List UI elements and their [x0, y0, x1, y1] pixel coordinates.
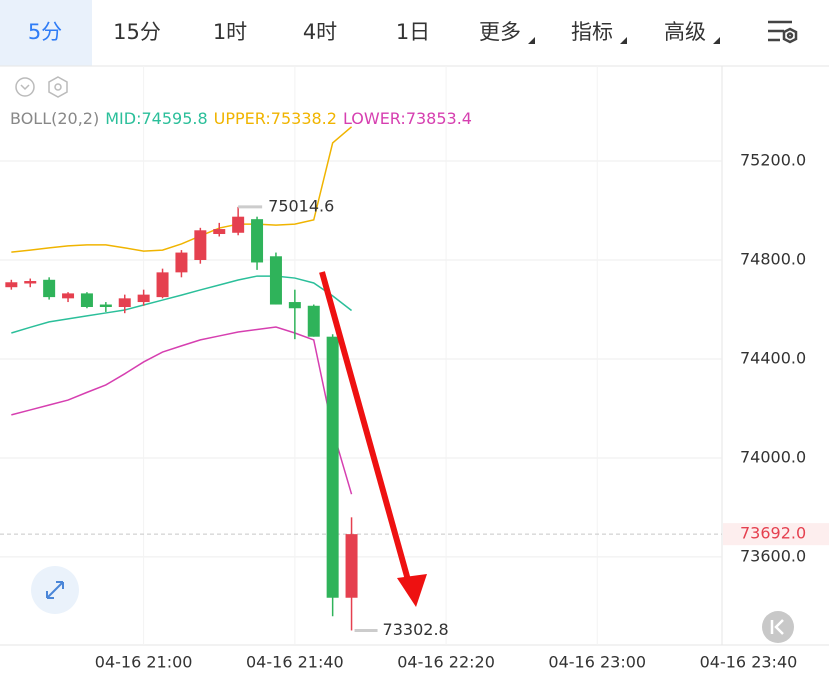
tab[interactable]: 5分	[28, 20, 62, 44]
tab[interactable]: 1时	[213, 20, 247, 44]
x-tick-label: 04-16 22:20	[397, 653, 495, 672]
candle-body	[326, 336, 339, 598]
y-tick-label: 74400.0	[740, 348, 806, 367]
settings-icon[interactable]	[768, 20, 798, 44]
x-tick-label: 04-16 23:00	[548, 653, 646, 672]
candle-body	[62, 293, 75, 299]
candle-body	[175, 252, 188, 273]
tab[interactable]: 4时	[303, 20, 337, 44]
tab[interactable]: 更多	[479, 20, 521, 44]
candle-body	[99, 304, 112, 308]
fullscreen-icon	[46, 581, 64, 599]
tab[interactable]: 15分	[113, 20, 161, 44]
y-tick-label: 74000.0	[740, 447, 806, 466]
tab[interactable]: 指标	[571, 20, 613, 44]
x-tick-label: 04-16 23:40	[700, 653, 798, 672]
indicator-name: BOLL(20,2)	[10, 109, 100, 128]
indicator-settings-dot	[54, 83, 62, 91]
tab[interactable]: 高级	[664, 20, 706, 44]
candle-body	[43, 279, 56, 298]
tab[interactable]: 1日	[396, 20, 430, 44]
x-tick-label: 04-16 21:00	[95, 653, 193, 672]
candle-body	[251, 219, 264, 263]
legend-entry: MID:74595.8	[105, 109, 208, 128]
y-tick-label: 75200.0	[740, 151, 806, 170]
plot: 73600.0 74000.0 74400.0 74800.0 75200.0 04-16…	[0, 66, 829, 672]
candle-body	[156, 272, 169, 298]
toolbar-bg	[0, 0, 829, 66]
candle-body	[80, 293, 93, 308]
candle-body	[5, 282, 18, 288]
candle-body	[232, 216, 245, 233]
indicator-settings-icon[interactable]	[48, 76, 68, 98]
indicator-legend: BOLL(20,2) MID:74595.8 UPPER:75338.2 LOWER…	[10, 109, 472, 128]
trend-arrow	[319, 271, 427, 607]
collapse-icon[interactable]	[15, 77, 35, 97]
candle-body	[118, 298, 131, 308]
low-label: 73302.8	[383, 620, 449, 639]
dropdown-marks	[528, 37, 720, 44]
indicator-line	[11, 275, 353, 334]
candle-body	[269, 256, 282, 305]
candle-body	[345, 534, 358, 598]
candle-body	[307, 305, 320, 337]
candle-body	[288, 302, 301, 309]
indicator-line	[11, 326, 353, 495]
selected-tab-bg	[0, 0, 92, 66]
legend-entry: UPPER:75338.2	[213, 109, 337, 128]
x-tick-label: 04-16 21:40	[246, 653, 344, 672]
candle-body	[194, 230, 207, 260]
indicator-line	[11, 126, 353, 253]
scroll-latest-button[interactable]	[762, 611, 794, 643]
candle-body	[24, 281, 37, 284]
high-label: 75014.6	[268, 196, 334, 215]
y-tick-label: 74800.0	[740, 249, 806, 268]
last-price-label: 73692.0	[740, 524, 806, 543]
collapse-chevron	[20, 84, 30, 91]
legend-entry: LOWER:73853.4	[342, 109, 472, 128]
scroll-latest-icon	[770, 619, 784, 635]
last-price-bg	[723, 523, 829, 546]
candle-body	[137, 294, 150, 303]
candle-body	[213, 229, 226, 235]
y-tick-label: 73600.0	[740, 546, 806, 565]
